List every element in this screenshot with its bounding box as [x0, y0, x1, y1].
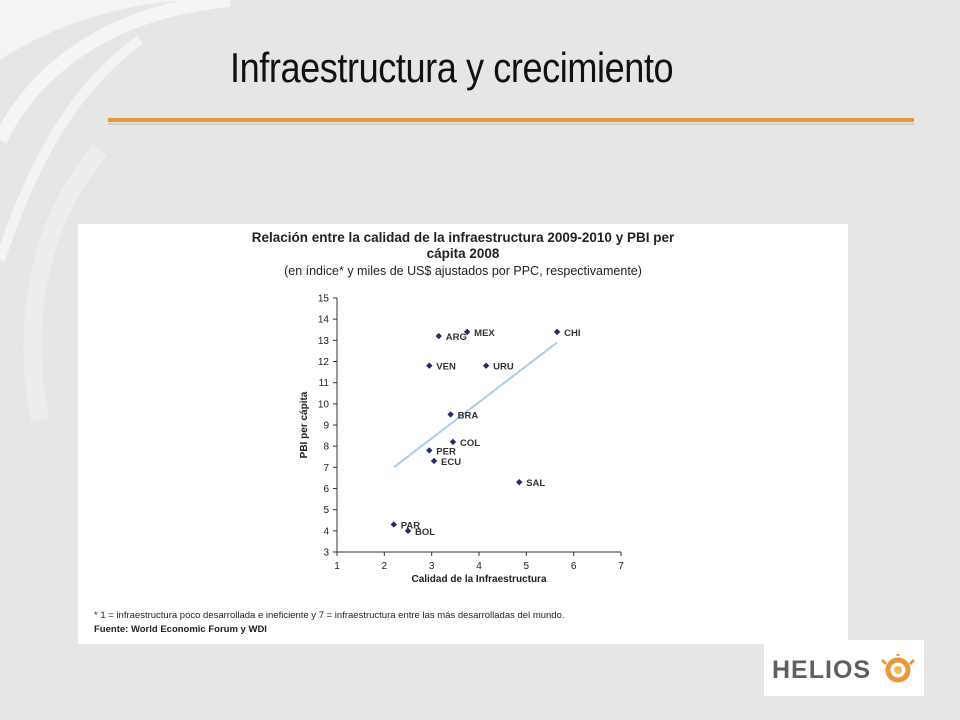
- chart-panel: Relación entre la calidad de la infraest…: [78, 224, 848, 644]
- y-tick-label: 11: [319, 378, 330, 389]
- x-tick-label: 2: [382, 561, 388, 572]
- y-tick-label: 7: [323, 463, 329, 474]
- chart-footnote: * 1 = infraestructura poco desarrollada …: [94, 610, 565, 621]
- data-label-sal: SAL: [526, 478, 545, 489]
- chart-subtitle: (en índice* y miles de US$ ajustados por…: [284, 264, 642, 278]
- logo-wordmark: HELIOS: [772, 656, 872, 684]
- y-tick-label: 4: [323, 526, 329, 537]
- data-point-ecu: [430, 457, 438, 465]
- data-point-col: [449, 438, 457, 446]
- data-point-mex: [463, 328, 471, 336]
- data-point-sal: [516, 478, 523, 486]
- y-tick-label: 14: [318, 315, 330, 326]
- y-tick-label: 10: [318, 399, 330, 410]
- data-label-arg: ARG: [446, 332, 467, 343]
- data-point-per: [426, 447, 433, 454]
- x-tick-label: 1: [334, 561, 340, 572]
- y-axis-label: PBI per cápita: [299, 391, 310, 458]
- y-tick-label: 6: [323, 484, 329, 495]
- x-tick-label: 7: [618, 561, 624, 572]
- x-tick-label: 5: [524, 561, 530, 572]
- data-point-bra: [447, 411, 454, 418]
- data-label-col: COL: [460, 438, 480, 449]
- data-point-ven: [426, 362, 433, 369]
- y-tick-label: 8: [323, 442, 329, 453]
- data-point-arg: [435, 332, 442, 340]
- x-tick-label: 4: [476, 561, 482, 572]
- x-axis-label: Calidad de la Infraestructura: [411, 574, 546, 585]
- x-tick-label: 6: [571, 561, 577, 572]
- chart-source: Fuente: World Economic Forum y WDI: [94, 624, 267, 635]
- data-label-par: PAR: [401, 520, 420, 531]
- y-tick-label: 5: [323, 505, 329, 516]
- data-label-bol: BOL: [415, 527, 435, 538]
- data-label-ecu: ECU: [441, 457, 461, 468]
- y-tick-label: 13: [318, 336, 330, 347]
- data-point-chi: [553, 328, 561, 336]
- slide-title: Infraestructura y crecimiento: [230, 44, 674, 91]
- y-tick-label: 12: [318, 357, 330, 368]
- title-divider-shadow: [108, 123, 914, 125]
- x-tick-label: 3: [429, 561, 435, 572]
- y-tick-label: 3: [323, 548, 329, 559]
- helios-logo: HELIOS: [764, 640, 924, 696]
- data-point-uru: [482, 362, 490, 369]
- trend-line: [393, 341, 558, 469]
- chart-title-line2: cápita 2008: [426, 246, 500, 261]
- y-tick-label: 15: [318, 294, 330, 305]
- sun-logo-icon: [880, 654, 916, 683]
- data-label-uru: URU: [493, 362, 514, 373]
- chart-title-line1: Relación entre la calidad de la infraest…: [251, 230, 675, 245]
- data-label-ven: VEN: [436, 362, 456, 373]
- data-label-chi: CHI: [564, 328, 580, 339]
- data-label-bra: BRA: [458, 410, 479, 421]
- y-tick-label: 9: [323, 421, 329, 432]
- data-label-per: PER: [436, 446, 456, 457]
- data-point-par: [390, 521, 397, 528]
- data-label-mex: MEX: [474, 328, 495, 339]
- title-divider: [108, 118, 914, 122]
